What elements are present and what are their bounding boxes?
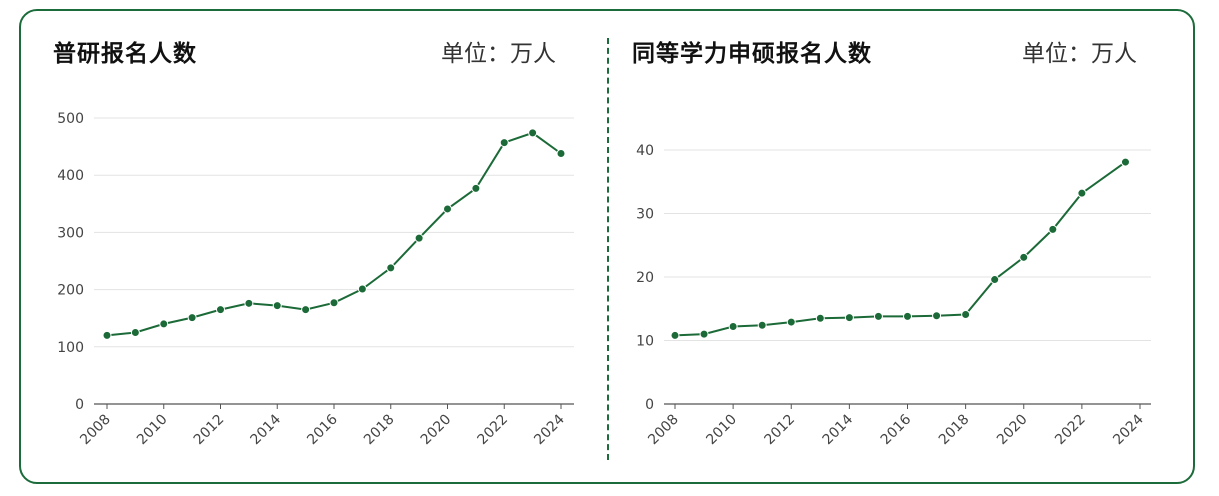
right-data-point <box>815 313 825 323</box>
right-data-point <box>873 311 883 321</box>
left-x-tick-label: 2010 <box>134 412 171 449</box>
right-y-tick-label: 0 <box>645 397 654 413</box>
right-data-point <box>990 275 1000 285</box>
left-x-tick-label: 2022 <box>475 412 512 449</box>
left-data-point <box>216 305 225 315</box>
right-y-tick-label: 40 <box>636 143 654 159</box>
left-data-point <box>244 298 254 308</box>
left-data-point <box>102 330 112 340</box>
right-x-tick-label: 2024 <box>1110 411 1147 448</box>
right-data-point <box>786 317 796 327</box>
left-data-point <box>357 284 367 294</box>
right-chart-title: 同等学力申硕报名人数 <box>632 41 872 67</box>
left-data-point <box>443 204 452 214</box>
left-x-tick-label: 2008 <box>77 412 114 449</box>
left-y-tick-label: 200 <box>57 283 84 299</box>
left-data-point <box>301 305 311 315</box>
left-data-point <box>272 301 282 311</box>
right-series-line <box>674 161 1127 337</box>
left-y-tick-label: 100 <box>57 340 84 356</box>
left-x-tick-label: 2016 <box>304 411 341 448</box>
right-data-point <box>670 330 680 340</box>
right-chart-unit: 单位：万人 <box>1022 41 1137 67</box>
right-y-tick-label: 10 <box>636 334 654 350</box>
right-data-point <box>844 313 854 323</box>
right-data-point <box>699 329 709 339</box>
left-y-tick-label: 0 <box>75 397 84 413</box>
left-data-point <box>187 313 197 323</box>
right-data-point <box>728 322 738 332</box>
left-y-tick-label: 500 <box>57 111 84 127</box>
right-data-point <box>757 320 767 330</box>
left-data-point <box>386 263 396 273</box>
left-data-point <box>556 148 566 158</box>
left-x-tick-label: 2018 <box>361 412 398 449</box>
right-x-tick-label: 2014 <box>820 411 857 448</box>
right-x-tick-label: 2020 <box>994 412 1031 449</box>
right-x-tick-label: 2018 <box>936 412 973 449</box>
right-data-point <box>903 311 912 321</box>
left-x-tick-label: 2024 <box>531 411 568 448</box>
right-x-tick-label: 2010 <box>703 412 740 449</box>
left-data-point <box>329 298 339 308</box>
left-data-point <box>159 319 169 329</box>
right-x-tick-label: 2022 <box>1052 412 1089 449</box>
right-data-point <box>1120 157 1130 167</box>
left-data-point <box>130 328 140 337</box>
left-x-tick-label: 2020 <box>418 412 455 449</box>
left-data-point <box>414 233 424 243</box>
right-data-point <box>932 311 942 321</box>
left-data-point <box>471 183 481 193</box>
left-y-tick-label: 400 <box>57 168 84 184</box>
left-x-tick-label: 2012 <box>191 412 228 449</box>
right-data-point <box>1019 252 1029 262</box>
right-x-tick-label: 2012 <box>762 412 799 449</box>
left-y-tick-label: 300 <box>57 225 84 241</box>
left-chart-title: 普研报名人数 <box>53 41 197 67</box>
left-data-point <box>499 138 509 148</box>
left-data-point <box>528 128 538 138</box>
left-chart-unit: 单位：万人 <box>441 41 556 67</box>
left-x-tick-label: 2014 <box>248 411 285 448</box>
right-data-point <box>961 309 971 319</box>
right-data-point <box>1077 188 1087 198</box>
right-x-tick-label: 2016 <box>878 411 915 448</box>
panel-divider <box>607 38 609 460</box>
right-y-tick-label: 30 <box>636 207 654 223</box>
right-data-point <box>1048 224 1058 234</box>
right-y-tick-label: 20 <box>636 270 654 286</box>
right-x-tick-label: 2008 <box>645 412 682 449</box>
